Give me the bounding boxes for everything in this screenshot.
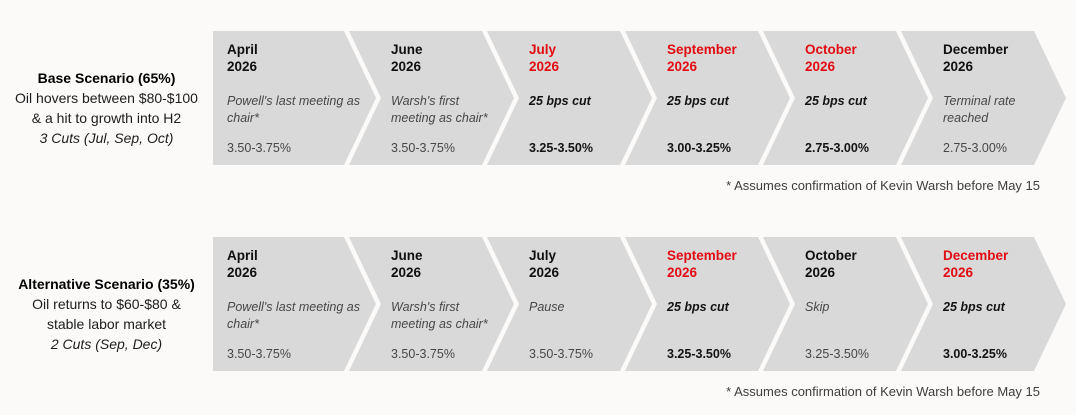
step-event: Warsh's first meeting as chair*: [391, 94, 488, 125]
step-rate: 3.00-3.25%: [667, 141, 731, 155]
step-rate: 3.25-3.50%: [805, 347, 869, 361]
step-rate: 2.75-3.00%: [805, 141, 869, 155]
scenario-cuts-summary: 3 Cuts (Jul, Sep, Oct): [39, 129, 174, 146]
scenario-description-line: stable labor market: [46, 316, 167, 332]
step-month: October 2026: [805, 41, 920, 76]
step-month: April 2026: [227, 247, 368, 282]
step-month: June 2026: [391, 247, 506, 282]
step-month: October 2026: [805, 247, 920, 282]
step-month: September 2026: [667, 247, 782, 282]
step-rate: 3.50-3.75%: [227, 347, 291, 361]
step-month: April 2026: [227, 41, 368, 76]
scenario-title: Base Scenario (65%): [37, 70, 176, 87]
step-event: Pause: [529, 300, 565, 314]
step-rate: 3.00-3.25%: [943, 347, 1007, 361]
step-event: Terminal rate reached: [943, 94, 1016, 125]
step-event: 25 bps cut: [943, 300, 1005, 314]
timeline-step-december: December 2026 25 bps cut 3.00-3.25%: [901, 237, 1066, 371]
scenario-row-alternative: Alternative Scenario (35%) Oil returns t…: [0, 237, 1076, 371]
scenario-label-base: Base Scenario (65%) Oil hovers between $…: [0, 31, 213, 165]
step-year: 2026: [391, 265, 422, 281]
step-month-name: December: [943, 42, 1009, 57]
scenario-row-base: Base Scenario (65%) Oil hovers between $…: [0, 31, 1076, 165]
step-year: 2026: [529, 59, 560, 75]
step-event: 25 bps cut: [805, 94, 867, 108]
step-rate: 3.50-3.75%: [529, 347, 593, 361]
step-month-name: July: [529, 42, 557, 57]
timeline-step-april: April 2026 Powell's last meeting as chai…: [213, 237, 376, 371]
step-month-name: June: [391, 42, 423, 57]
step-month-name: April: [227, 248, 258, 263]
step-year: 2026: [805, 265, 836, 281]
step-rate: 3.50-3.75%: [391, 347, 455, 361]
step-year: 2026: [227, 59, 258, 75]
footnote-base: * Assumes confirmation of Kevin Warsh be…: [726, 178, 1040, 193]
step-event: Skip: [805, 300, 830, 314]
step-month-name: October: [805, 248, 857, 263]
timeline-alternative: April 2026 Powell's last meeting as chai…: [213, 237, 1066, 371]
step-event: Powell's last meeting as chair*: [227, 300, 361, 331]
step-year: 2026: [391, 59, 422, 75]
scenario-title: Alternative Scenario (35%): [18, 276, 195, 293]
step-month: July 2026: [529, 247, 644, 282]
step-month: December 2026: [943, 41, 1058, 76]
timeline-base: April 2026 Powell's last meeting as chai…: [213, 31, 1066, 165]
step-rate: 3.25-3.50%: [529, 141, 593, 155]
step-month-name: October: [805, 42, 857, 57]
step-month: June 2026: [391, 41, 506, 76]
timeline-step-april: April 2026 Powell's last meeting as chai…: [213, 31, 376, 165]
step-year: 2026: [667, 59, 698, 75]
scenario-cuts-summary: 2 Cuts (Sep, Dec): [50, 335, 163, 352]
step-month: December 2026: [943, 247, 1058, 282]
step-month-name: September: [667, 42, 737, 57]
scenario-description-line: & a hit to growth into H2: [31, 110, 182, 126]
step-rate: 3.50-3.75%: [391, 141, 455, 155]
step-year: 2026: [943, 59, 974, 75]
footnote-alternative: * Assumes confirmation of Kevin Warsh be…: [726, 384, 1040, 399]
step-year: 2026: [667, 265, 698, 281]
step-year: 2026: [805, 59, 836, 75]
step-event: 25 bps cut: [667, 94, 729, 108]
scenario-description-line: Oil returns to $60-$80 &: [32, 296, 181, 313]
step-rate: 3.50-3.75%: [227, 141, 291, 155]
step-event: 25 bps cut: [667, 300, 729, 314]
step-month-name: April: [227, 42, 258, 57]
step-year: 2026: [529, 265, 560, 281]
step-rate: 2.75-3.00%: [943, 141, 1007, 155]
row-spacer: [0, 195, 1076, 237]
step-month-name: December: [943, 248, 1009, 263]
scenario-description-line: Oil hovers between $80-$100: [15, 90, 198, 107]
step-year: 2026: [943, 265, 974, 281]
step-month-name: July: [529, 248, 557, 263]
step-event: Warsh's first meeting as chair*: [391, 300, 488, 331]
step-rate: 3.25-3.50%: [667, 347, 731, 361]
step-month-name: September: [667, 248, 737, 263]
step-year: 2026: [227, 265, 258, 281]
step-event: Powell's last meeting as chair*: [227, 94, 361, 125]
step-month-name: June: [391, 248, 423, 263]
step-event: 25 bps cut: [529, 94, 591, 108]
step-month: September 2026: [667, 41, 782, 76]
scenario-label-alternative: Alternative Scenario (35%) Oil returns t…: [0, 237, 213, 371]
step-month: July 2026: [529, 41, 644, 76]
